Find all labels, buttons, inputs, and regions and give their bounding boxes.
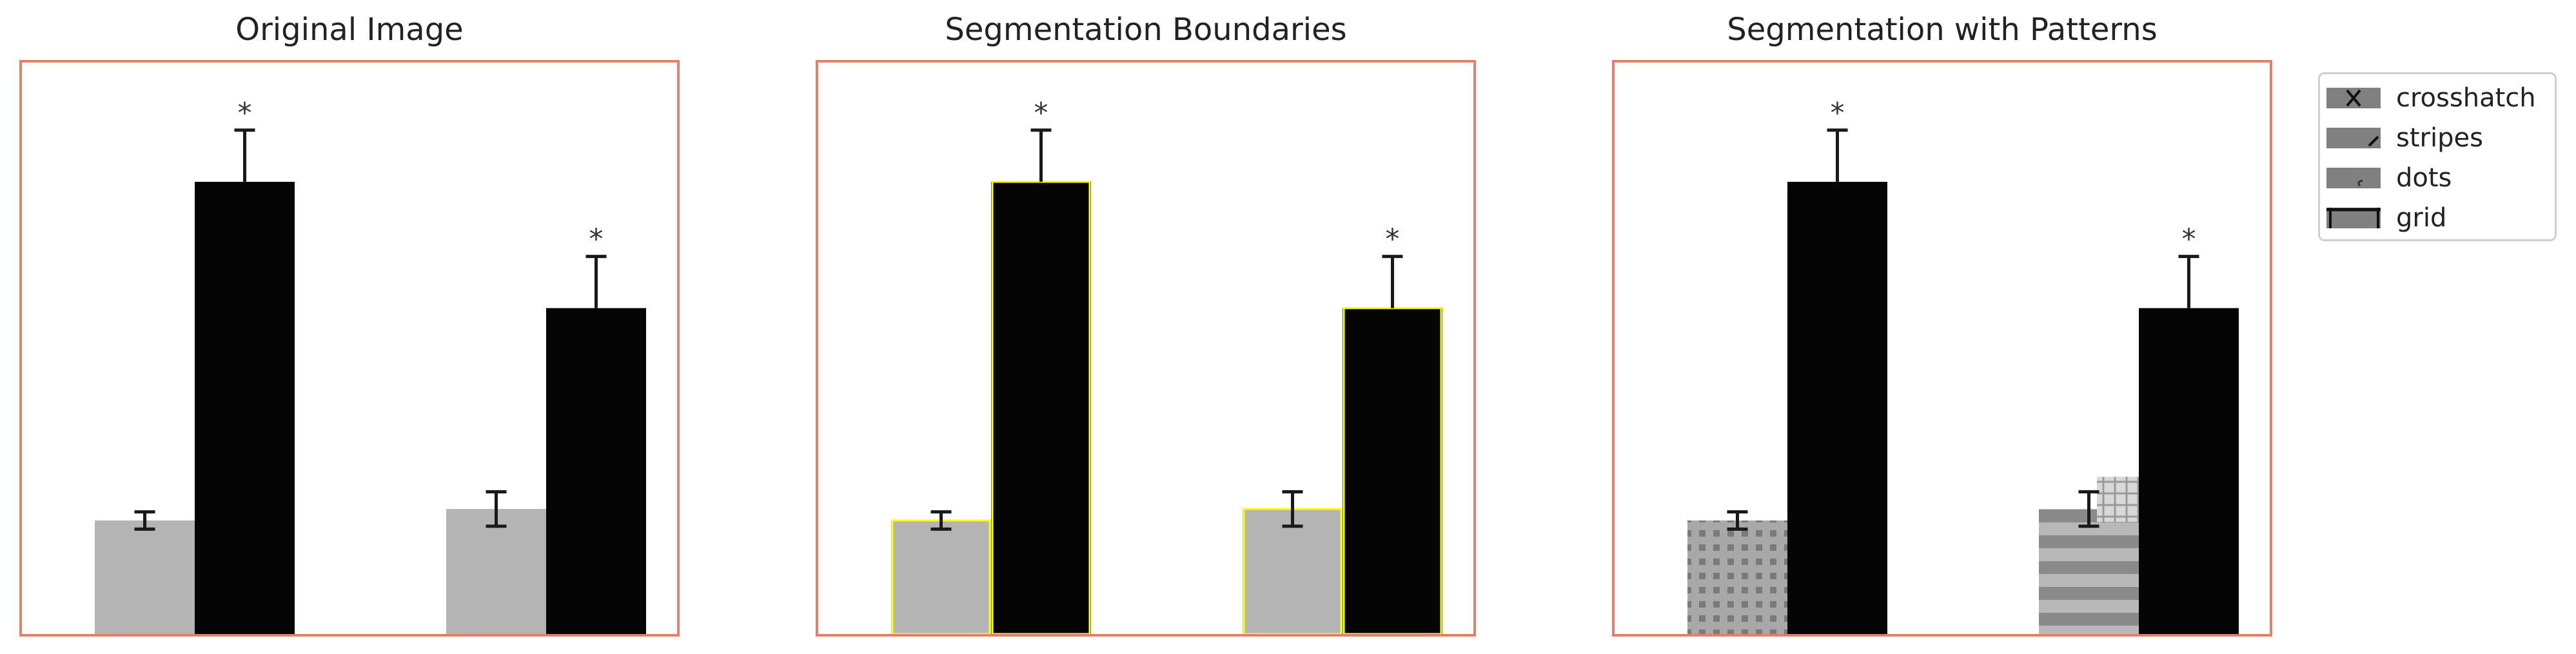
error-bar	[1282, 490, 1303, 528]
error-bar	[930, 510, 952, 531]
significance-label: *	[238, 97, 252, 130]
panel-frame	[816, 60, 1476, 637]
panel-title-original: Original Image	[235, 12, 464, 48]
dots-swatch-icon	[2326, 168, 2381, 188]
grid-swatch-icon	[2326, 208, 2381, 228]
bar-series1-group0	[991, 181, 1091, 635]
error-bar	[1030, 128, 1052, 182]
bar-series0-group0	[891, 520, 991, 635]
bar-series1-group1	[546, 308, 646, 635]
panel-original: **	[19, 60, 680, 637]
bar-series0-group1	[446, 509, 546, 635]
error-bar	[234, 128, 255, 182]
bar-series0-group0	[95, 520, 195, 635]
legend: crosshatch stripes dots grid	[2318, 72, 2557, 241]
error-bar	[134, 510, 155, 531]
legend-item-grid: grid	[2326, 202, 2446, 234]
panel-title-patterns: Segmentation with Patterns	[1727, 12, 2158, 48]
legend-item-stripes: stripes	[2326, 122, 2483, 154]
error-bar	[585, 255, 607, 308]
significance-label: *	[589, 223, 604, 256]
legend-label: grid	[2396, 203, 2447, 233]
panel-title-boundaries: Segmentation Boundaries	[945, 12, 1347, 48]
error-bar	[2078, 490, 2099, 528]
pattern-patch	[2097, 477, 2139, 522]
significance-label: *	[1386, 223, 1400, 256]
bar-series1-group1	[1342, 308, 1442, 635]
error-bar	[486, 490, 507, 528]
significance-label: *	[2182, 223, 2196, 256]
error-bar	[1727, 510, 1748, 531]
legend-label: crosshatch	[2396, 83, 2536, 113]
bar-series0-group1	[1243, 509, 1342, 635]
bar-series0-group1	[2039, 509, 2139, 635]
legend-item-dots: dots	[2326, 162, 2452, 194]
significance-label: *	[1831, 97, 1845, 130]
panel-boundaries: **	[816, 60, 1476, 637]
stripes-swatch-icon	[2326, 128, 2381, 148]
panel-frame	[19, 60, 680, 637]
error-bar	[1382, 255, 1403, 308]
bar-series0-group0	[1687, 520, 1787, 635]
panel-frame	[1612, 60, 2272, 637]
legend-label: dots	[2396, 163, 2452, 193]
significance-label: *	[1034, 97, 1048, 130]
error-bar	[2178, 255, 2199, 308]
bar-series1-group0	[195, 181, 295, 635]
panel-patterns: **	[1612, 60, 2272, 637]
bar-series1-group0	[1787, 181, 1887, 635]
legend-label: stripes	[2396, 123, 2483, 153]
bar-series1-group1	[2139, 308, 2239, 635]
crosshatch-swatch-icon	[2326, 88, 2381, 108]
error-bar	[1827, 128, 1848, 182]
legend-item-crosshatch: crosshatch	[2326, 82, 2536, 114]
